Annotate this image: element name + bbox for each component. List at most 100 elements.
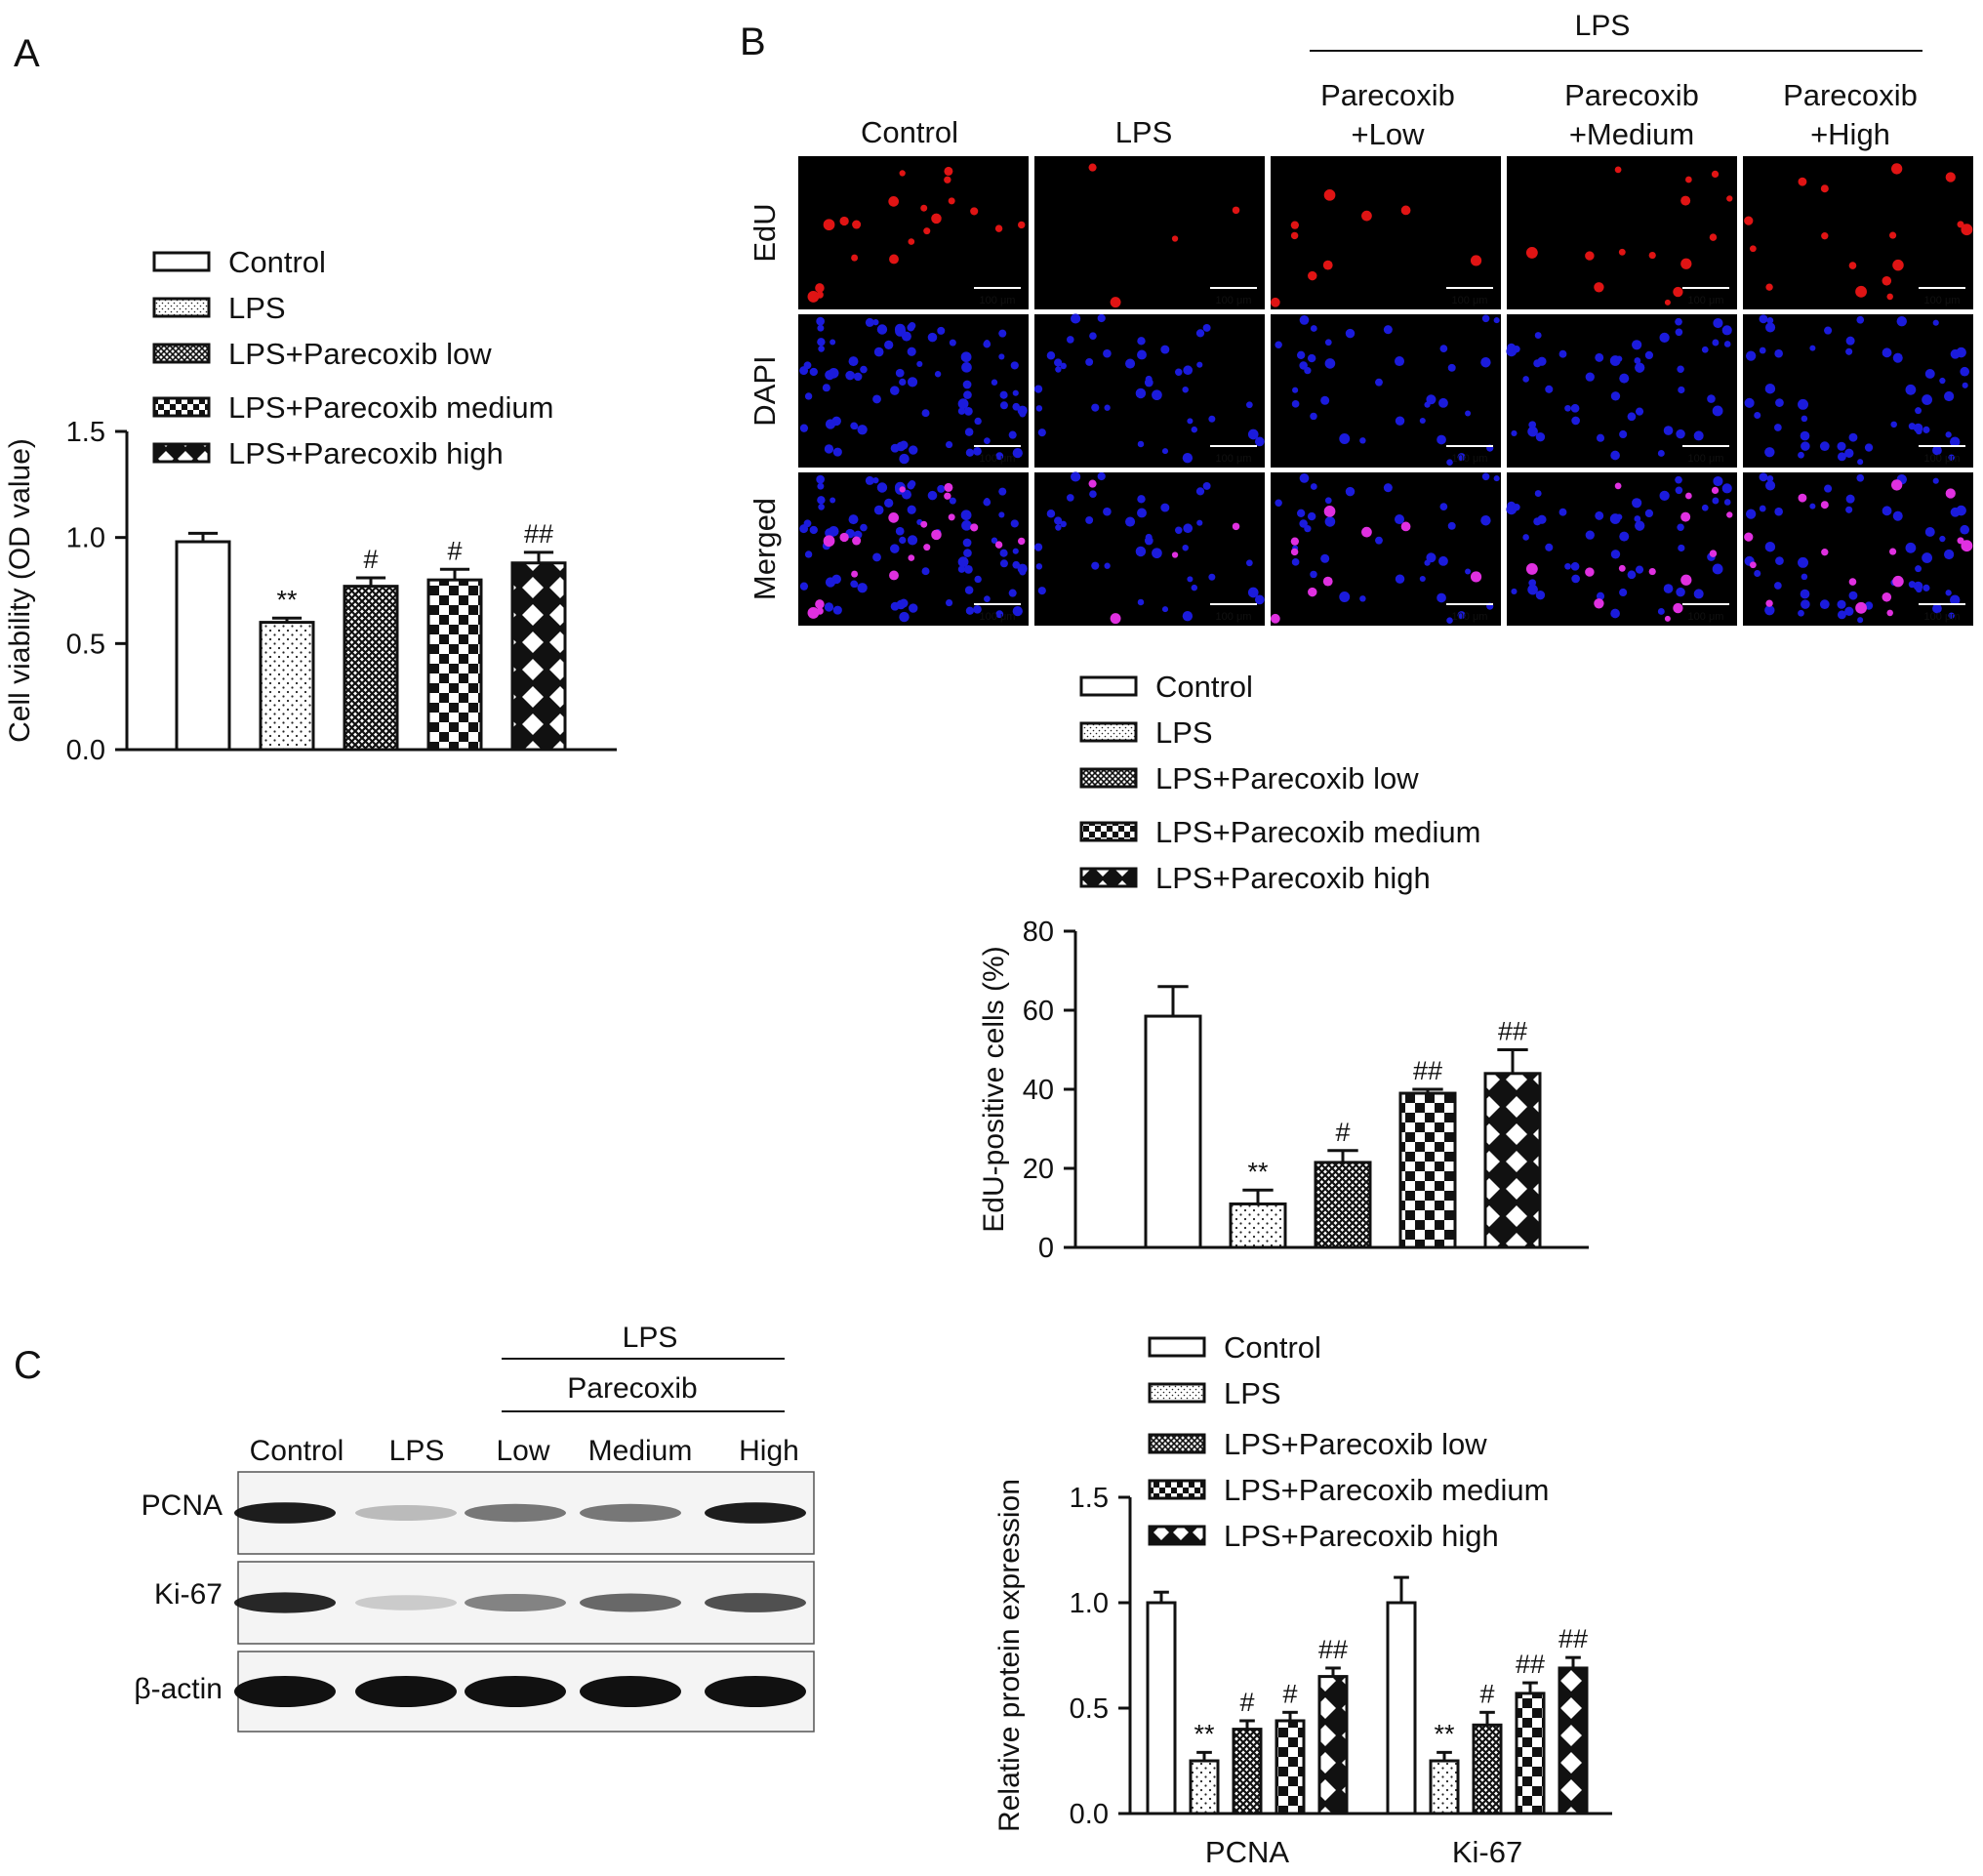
- micro-column-label: Parecoxib: [1783, 78, 1918, 112]
- micro-nucleus-blue: [1950, 348, 1961, 359]
- micro-nucleus-red: [1525, 246, 1538, 259]
- micro-nucleus-blue: [850, 422, 858, 430]
- chart-a-lps-parecoxib-low-bar: [343, 585, 399, 752]
- micro-nucleus-merged: [1618, 564, 1626, 572]
- micro-image-dapi-1: [798, 314, 1029, 468]
- micro-nucleus-blue: [1439, 345, 1448, 352]
- micro-nucleus-blue: [998, 329, 1007, 338]
- micro-image-merged-3: [1271, 472, 1501, 626]
- micro-nucleus-red: [1614, 166, 1622, 174]
- chart-c-ki-67-control-bar: [1386, 1601, 1417, 1815]
- micro-nucleus-blue: [832, 605, 842, 615]
- micro-nucleus-blue: [937, 326, 946, 335]
- micro-nucleus-blue: [965, 448, 975, 457]
- micro-nucleus-blue: [1055, 524, 1062, 531]
- legend-label-control: Control: [228, 245, 326, 279]
- micro-nucleus-red: [1855, 285, 1867, 298]
- micro-scale-label: 100 μm: [980, 453, 1016, 465]
- micro-nucleus-blue: [1744, 397, 1755, 408]
- micro-nucleus-blue: [850, 580, 858, 589]
- micro-nucleus-blue: [848, 372, 855, 379]
- micro-nucleus-blue: [1845, 506, 1853, 513]
- micro-nucleus-blue: [1182, 610, 1194, 622]
- micro-nucleus-blue: [1304, 367, 1312, 375]
- legend-label-lps-parecoxib-high: LPS+Parecoxib high: [1224, 1519, 1499, 1553]
- micro-nucleus-red: [1798, 177, 1807, 186]
- micro-nucleus-merged: [948, 513, 955, 521]
- micro-nucleus-red: [923, 227, 931, 235]
- micro-nucleus-blue: [1764, 541, 1776, 552]
- micro-nucleus-red: [1585, 251, 1595, 261]
- micro-nucleus-blue: [1774, 348, 1783, 358]
- micro-nucleus-blue: [1208, 415, 1216, 423]
- micro-nucleus-blue: [1635, 565, 1644, 574]
- chart-c-pcna-lps-bar: [1189, 1759, 1220, 1815]
- micro-nucleus-merged: [920, 520, 928, 528]
- blot-band: [234, 1592, 336, 1613]
- micro-column-label: +High: [1810, 117, 1890, 151]
- micro-nucleus-red: [1664, 299, 1671, 306]
- micro-nucleus-blue: [860, 365, 868, 374]
- micro-nucleus-blue: [1773, 424, 1782, 431]
- micro-nucleus-merged: [1961, 540, 1973, 552]
- micro-nucleus-blue: [872, 394, 881, 404]
- micro-nucleus-blue: [1801, 415, 1808, 423]
- micro-nucleus-merged: [944, 482, 953, 492]
- micro-nucleus-blue: [998, 511, 1005, 518]
- micro-nucleus-blue: [973, 604, 982, 614]
- micro-nucleus-blue: [1103, 348, 1112, 358]
- micro-nucleus-blue: [1915, 565, 1922, 573]
- micro-nucleus-blue: [1033, 543, 1043, 551]
- micro-nucleus-merged: [1685, 492, 1692, 500]
- micro-nucleus-blue: [1596, 591, 1605, 600]
- micro-nucleus-blue: [1152, 548, 1162, 559]
- legend-panel-a: Control LPS LPS+Parecoxib low LPS+Parecoxib…: [152, 245, 553, 470]
- micro-nucleus-blue: [1677, 365, 1684, 374]
- micro-nucleus-blue: [964, 586, 974, 594]
- micro-nucleus-blue: [1183, 365, 1194, 376]
- micro-nucleus-merged: [1882, 591, 1892, 602]
- micro-nucleus-blue: [1773, 582, 1782, 590]
- micro-nucleus-blue: [960, 510, 972, 521]
- micro-nucleus-blue: [961, 520, 972, 531]
- micro-nucleus-blue: [1570, 561, 1580, 571]
- micro-nucleus-blue: [890, 386, 900, 395]
- micro-nucleus-blue: [1701, 504, 1709, 511]
- panel-label-c: C: [14, 1344, 42, 1387]
- blot-lane-label-low: Low: [496, 1435, 549, 1467]
- chart-c-x-label-pcna: PCNA: [1205, 1835, 1289, 1869]
- micro-nucleus-blue: [1071, 471, 1081, 482]
- micro-nucleus-blue: [1511, 429, 1518, 437]
- micro-nucleus-blue: [1632, 498, 1642, 509]
- micro-nucleus-blue: [830, 339, 836, 346]
- micro-nucleus-merged: [908, 554, 915, 561]
- micro-nucleus-merged: [1171, 551, 1179, 558]
- micro-nucleus-blue: [1619, 373, 1630, 384]
- micro-scale-label: 100 μm: [1216, 453, 1252, 465]
- micro-nucleus-red: [1765, 283, 1773, 291]
- micro-nucleus-blue: [1091, 403, 1100, 412]
- micro-nucleus-blue: [1296, 509, 1306, 517]
- chart-c-ki-67-lps-parecoxib-low-significance: #: [1479, 1679, 1494, 1708]
- legend-swatch-lps: [1148, 1382, 1206, 1404]
- blot-subgroup-label: Parecoxib: [567, 1372, 697, 1405]
- micro-nucleus-red: [944, 176, 951, 184]
- micro-nucleus-red: [1882, 275, 1892, 286]
- legend-swatch-lps-parecoxib-medium: [1079, 821, 1138, 842]
- chart-a-lps-significance: **: [276, 585, 298, 614]
- micro-nucleus-blue: [848, 530, 855, 537]
- legend-label-lps-parecoxib-high: LPS+Parecoxib high: [228, 436, 504, 470]
- micro-nucleus-blue: [1798, 556, 1808, 568]
- micro-nucleus-red: [1322, 260, 1333, 270]
- micro-nucleus-merged: [1232, 522, 1240, 531]
- micro-nucleus-red: [1744, 216, 1754, 225]
- chart-b-y-axis-title: EdU-positive cells (%): [978, 946, 1010, 1232]
- micro-nucleus-blue: [830, 497, 836, 504]
- micro-nucleus-blue: [1595, 510, 1604, 520]
- micro-nucleus-blue: [916, 360, 923, 367]
- micro-nucleus-blue: [1932, 603, 1942, 614]
- micro-nucleus-blue: [1627, 412, 1637, 422]
- chart-b-lps-parecoxib-high-significance: ##: [1498, 1017, 1527, 1046]
- micro-nucleus-blue: [1046, 510, 1056, 518]
- micro-nucleus-blue: [890, 443, 900, 453]
